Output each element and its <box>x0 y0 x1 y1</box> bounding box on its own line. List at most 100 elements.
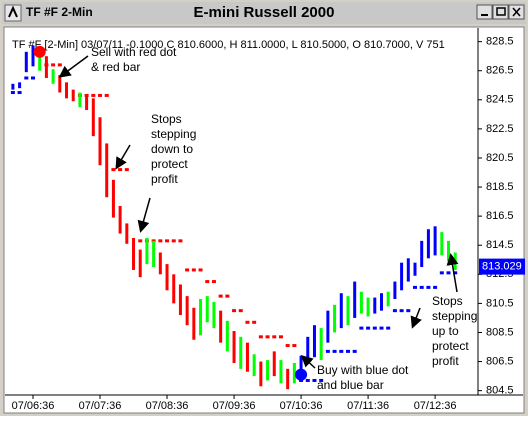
stop-dot <box>252 320 257 324</box>
price-bar <box>71 89 75 102</box>
price-bar <box>353 281 357 318</box>
price-bar <box>18 82 22 89</box>
y-tick-label: 824.5 <box>486 94 514 106</box>
stop-dot <box>124 168 129 172</box>
annotation-line: Buy with blue dot <box>317 363 409 377</box>
price-bar <box>266 360 270 381</box>
signal-dot <box>33 45 46 58</box>
price-bar <box>232 331 236 364</box>
stop-dot <box>446 271 451 275</box>
stop-dot <box>111 168 116 172</box>
annotation: Stops stepping up to protect profit <box>432 294 477 368</box>
annotation-line: & red bar <box>91 60 140 74</box>
price-bar <box>447 240 451 262</box>
price-bar <box>306 336 310 364</box>
price-bar <box>192 307 196 340</box>
x-tick-label: 07/11:36 <box>347 400 389 412</box>
stop-dot <box>325 349 330 353</box>
stop-dot <box>17 91 22 95</box>
annotation-line: protect <box>432 339 469 353</box>
annotation-line: Stops <box>432 294 463 308</box>
stop-dot <box>419 285 424 289</box>
x-tick-label: 07/07:36 <box>79 400 122 412</box>
price-bar <box>393 281 397 300</box>
annotation-line: profit <box>151 172 178 186</box>
price-bar <box>11 83 15 90</box>
signal-dot <box>295 368 308 381</box>
annotation-line: Stops <box>151 112 182 126</box>
y-tick-label: 804.5 <box>486 385 514 397</box>
stop-dot <box>366 326 371 330</box>
price-bar <box>158 252 162 275</box>
stop-dot <box>278 335 283 339</box>
stop-dot <box>272 335 277 339</box>
price-bar <box>366 297 370 317</box>
price-bar <box>44 56 48 78</box>
stop-dot <box>406 309 411 313</box>
price-bar <box>125 223 129 244</box>
price-bar <box>78 92 82 108</box>
minimize-button[interactable] <box>476 4 493 20</box>
info-line: TF #F [2-Min] 03/07/11 -0.1000 C 810.600… <box>12 39 445 51</box>
stop-dot <box>292 344 297 348</box>
annotation-line: and blue bar <box>317 378 384 392</box>
chart-panel <box>3 26 525 414</box>
price-bar <box>165 264 169 291</box>
y-tick-label: 816.5 <box>486 210 514 222</box>
stop-dot <box>386 326 391 330</box>
stop-dot <box>265 335 270 339</box>
price-bar <box>219 310 223 343</box>
x-tick-label: 07/12:36 <box>414 400 457 412</box>
price-bar <box>58 75 62 93</box>
annotation-arrow <box>137 197 151 233</box>
stop-dot <box>426 285 431 289</box>
price-bar <box>279 360 283 384</box>
stop-dot <box>359 326 364 330</box>
price-bar <box>312 325 316 358</box>
stop-dot <box>305 378 310 382</box>
annotation-line: stepping <box>432 309 477 323</box>
x-tick-label: 07/10:36 <box>280 400 323 412</box>
price-bar <box>252 354 256 377</box>
title-bar <box>2 2 526 24</box>
stop-dot <box>91 93 96 97</box>
price-bar <box>145 237 149 265</box>
annotation-arrow <box>410 307 422 329</box>
stop-dot <box>118 168 123 172</box>
stop-dot <box>104 93 109 97</box>
price-bar <box>426 229 430 259</box>
stop-dot <box>238 309 243 313</box>
price-bar <box>333 304 337 333</box>
x-tick-label: 07/08:36 <box>146 400 189 412</box>
stop-dot <box>191 268 196 272</box>
annotations: Sell with red dot & red bar Stops stepping… <box>58 45 477 392</box>
close-glyph <box>512 7 521 17</box>
stop-dot <box>178 239 183 243</box>
stop-dot <box>98 93 103 97</box>
annotation-line: Sell with red dot <box>91 45 177 59</box>
maximize-glyph <box>496 7 506 16</box>
stop-dot <box>198 268 203 272</box>
price-bar <box>386 291 390 307</box>
annotation-arrow <box>446 253 459 293</box>
stop-dot <box>30 76 35 80</box>
annotation-line: up to <box>432 324 459 338</box>
price-bar <box>420 240 424 268</box>
price-bar <box>152 240 156 268</box>
price-bar <box>85 95 89 110</box>
annotation-line: profit <box>432 354 459 368</box>
annotation: Stops stepping down to protect profit <box>151 112 196 186</box>
stop-dot <box>24 76 29 80</box>
stop-dot <box>10 91 15 95</box>
stop-dot <box>285 344 290 348</box>
stop-dot <box>439 271 444 275</box>
price-bar <box>38 54 42 71</box>
stop-dot <box>332 349 337 353</box>
stop-dot <box>392 309 397 313</box>
y-tick-label: 806.5 <box>486 355 514 367</box>
price-bar <box>185 296 189 326</box>
price-bar <box>199 299 203 336</box>
price-bar <box>98 117 102 166</box>
app-title: TF #F 2-Min <box>26 5 93 19</box>
last-price-box <box>479 258 525 275</box>
